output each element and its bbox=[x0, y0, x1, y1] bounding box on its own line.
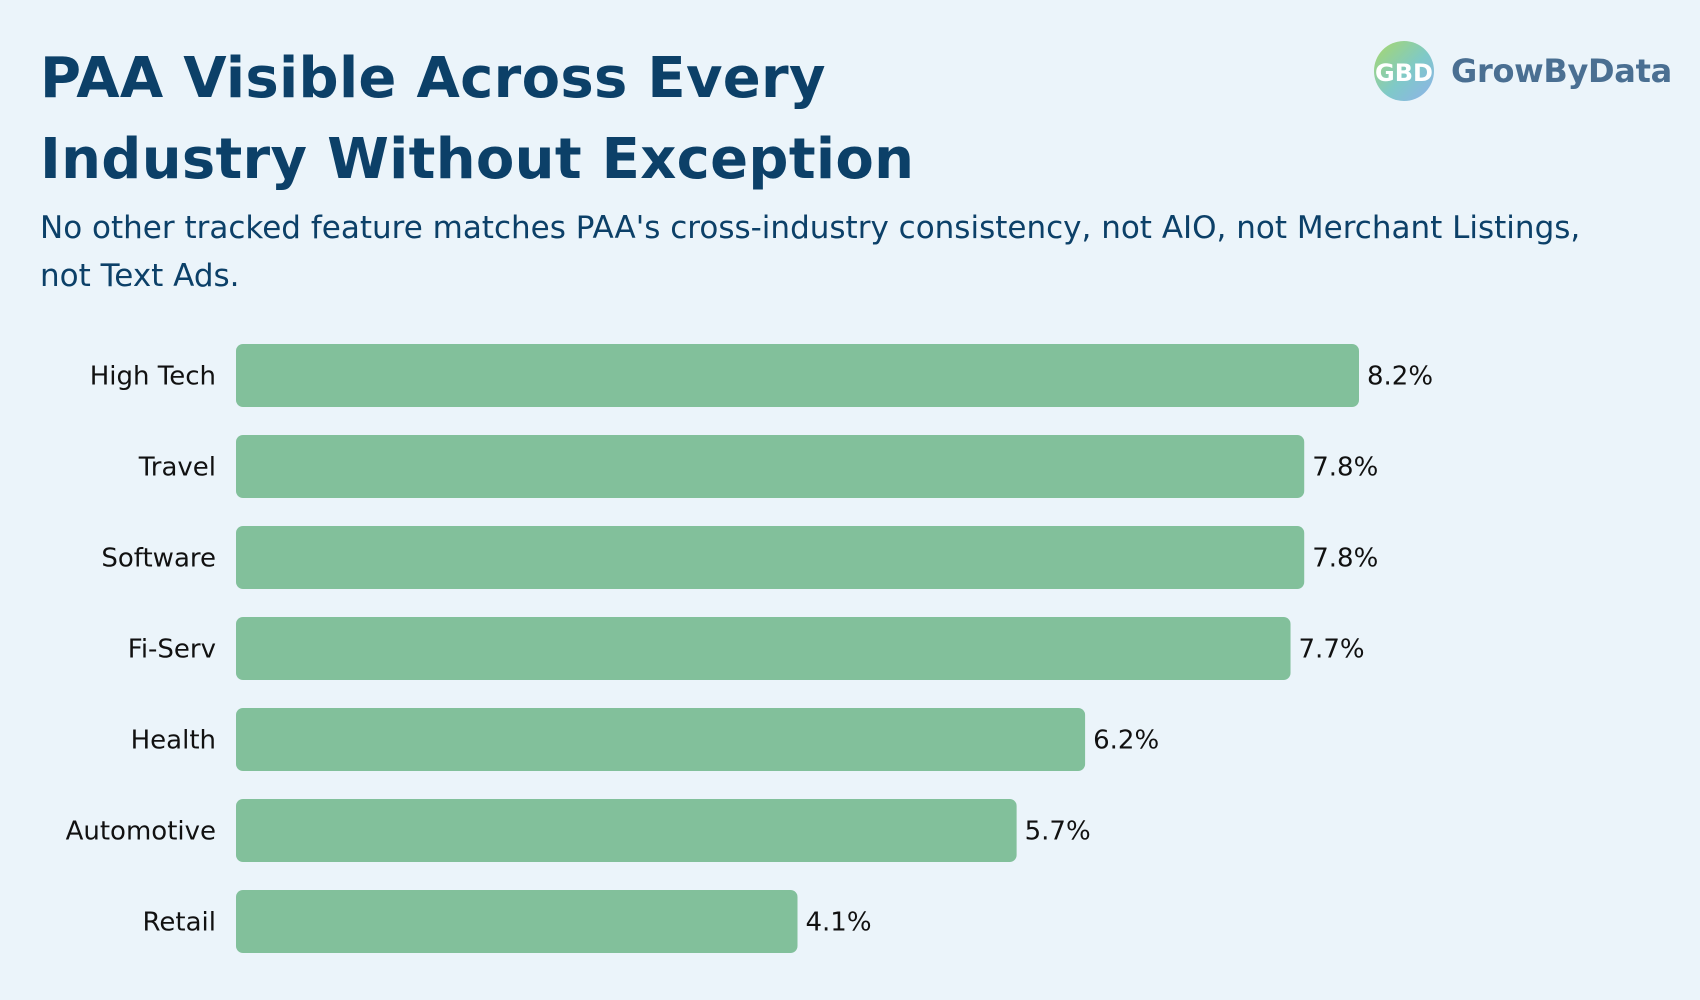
bar bbox=[236, 344, 1359, 407]
category-label: Automotive bbox=[66, 817, 216, 847]
bar bbox=[236, 617, 1291, 680]
category-label: Software bbox=[101, 544, 216, 574]
bar bbox=[236, 890, 798, 953]
value-label: 6.2% bbox=[1093, 726, 1159, 756]
growbydata-logo-icon: GBD bbox=[1374, 41, 1434, 101]
chart-subtitle: No other tracked feature matches PAA's c… bbox=[40, 210, 1581, 294]
value-label: 7.7% bbox=[1299, 635, 1365, 665]
value-label: 7.8% bbox=[1312, 453, 1378, 483]
bar bbox=[236, 435, 1305, 498]
category-label: Retail bbox=[143, 908, 216, 938]
value-label: 5.7% bbox=[1025, 817, 1091, 847]
category-label: Travel bbox=[138, 453, 216, 483]
brand-logo: GBD GrowByData bbox=[1373, 38, 1672, 104]
bar-chart: High Tech 8.2% Travel 7.8% Software 7.8% Fi-Se… bbox=[66, 344, 1433, 953]
value-label: 7.8% bbox=[1312, 544, 1378, 574]
value-label: 4.1% bbox=[806, 908, 872, 938]
category-label: Fi-Serv bbox=[128, 635, 216, 665]
bar bbox=[236, 799, 1017, 862]
bar bbox=[236, 708, 1086, 771]
value-label: 8.2% bbox=[1367, 362, 1433, 392]
logo-wordmark: GrowByData bbox=[1451, 52, 1672, 90]
bar bbox=[236, 526, 1305, 589]
logo-mark-text: GBD bbox=[1375, 59, 1433, 87]
chart-title: PAA Visible Across Every Industry Withou… bbox=[40, 46, 915, 192]
category-label: Health bbox=[131, 726, 216, 756]
category-label: High Tech bbox=[90, 362, 216, 392]
